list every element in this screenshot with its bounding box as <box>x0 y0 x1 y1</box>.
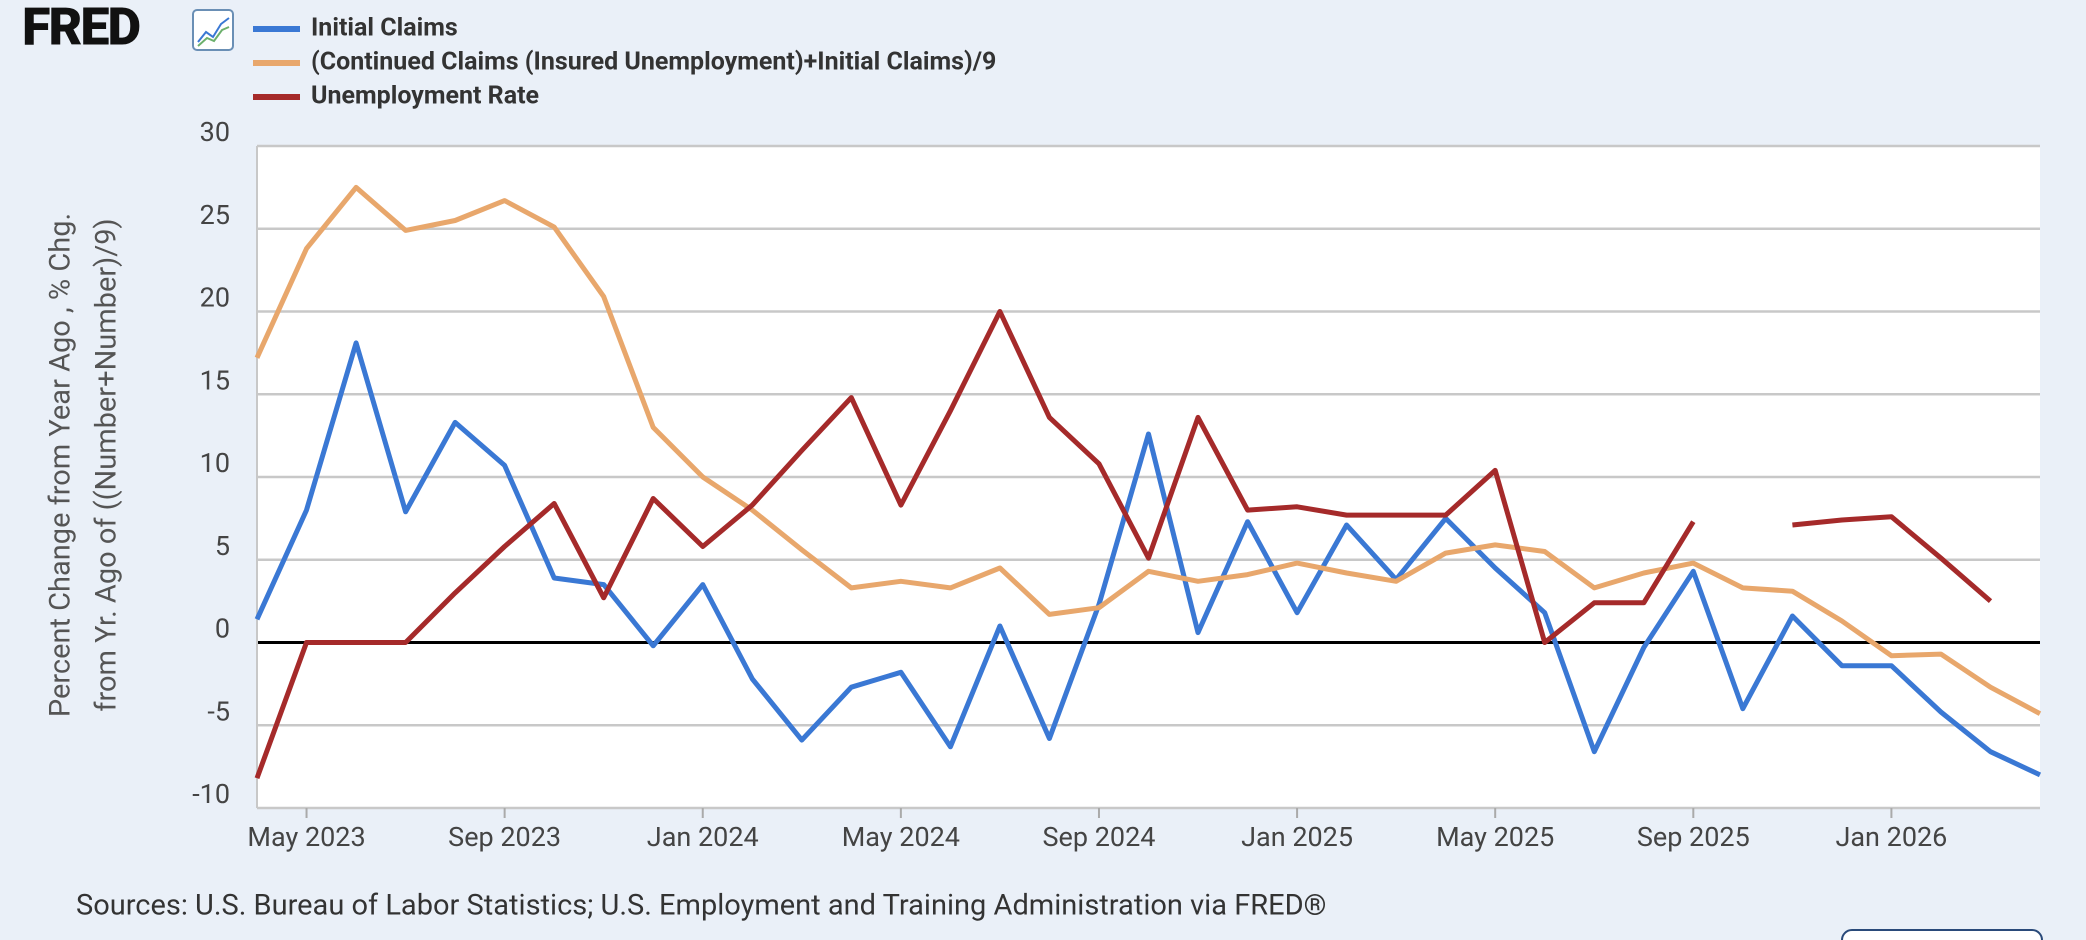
x-tick-label: Jan 2025 <box>1241 821 1353 853</box>
y-tick-label: 0 <box>215 613 230 645</box>
x-tick-label: Jan 2026 <box>1835 821 1947 853</box>
y-tick-label: 10 <box>200 447 230 479</box>
series-line <box>254 184 2042 716</box>
y-axis-label: from Yr. Ago of ((Number+Number)/9) <box>90 218 124 711</box>
logo: FRED <box>22 0 139 58</box>
x-tick-label: Sep 2025 <box>1637 821 1750 853</box>
legend-label: Unemployment Rate <box>311 82 539 111</box>
source: Sources: U.S. Bureau of Labor Statistics… <box>76 889 1326 923</box>
legend-label: Initial Claims <box>311 14 458 43</box>
x-tick-label: May 2023 <box>247 821 365 853</box>
y-tick-label: 25 <box>200 199 230 231</box>
y-axis-label: Percent Change from Year Ago , % Chg. <box>44 213 78 717</box>
y-tick-label: 15 <box>200 364 230 396</box>
y-tick-label: -5 <box>207 695 230 727</box>
x-tick-label: May 2025 <box>1436 821 1554 853</box>
series-line <box>254 340 2042 778</box>
x-tick-label: Jan 2024 <box>647 821 759 853</box>
y-tick-label: -10 <box>192 778 230 810</box>
logo-icon <box>192 9 234 51</box>
legend-label: (Continued Claims (Insured Unemployment)… <box>311 48 996 77</box>
y-tick-label: 20 <box>200 282 230 314</box>
x-tick-label: Sep 2023 <box>448 821 561 853</box>
button[interactable] <box>1841 929 2043 940</box>
x-tick-label: May 2024 <box>842 821 960 853</box>
y-tick-label: 5 <box>215 530 230 562</box>
x-tick-label: Sep 2024 <box>1043 821 1156 853</box>
y-tick-label: 30 <box>200 116 230 148</box>
series-line <box>254 309 1993 780</box>
